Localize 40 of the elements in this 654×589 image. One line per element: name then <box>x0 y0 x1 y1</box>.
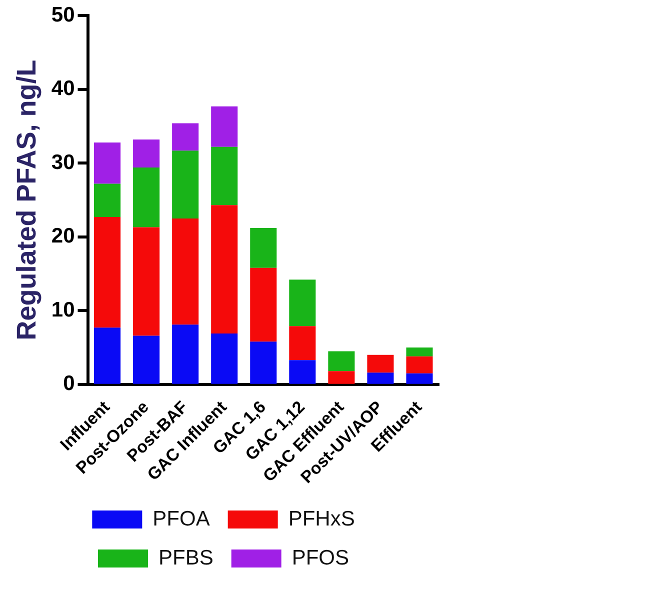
y-tick-label: 50 <box>51 3 75 26</box>
bar <box>250 228 277 268</box>
bar <box>367 354 394 373</box>
bar <box>172 324 199 384</box>
bar <box>133 168 160 228</box>
bar <box>289 326 316 360</box>
bar <box>133 227 160 336</box>
bar <box>94 216 121 328</box>
bar <box>328 351 355 372</box>
legend-label: PFHxS <box>288 507 355 530</box>
bar <box>94 328 121 384</box>
y-axis-title: Regulated PFAS, ng/L <box>12 60 42 340</box>
bar <box>211 334 238 384</box>
bar <box>406 373 433 384</box>
bar <box>133 336 160 384</box>
bar <box>172 123 199 151</box>
y-tick-label: 10 <box>51 298 75 322</box>
bar <box>367 372 394 384</box>
y-tick-label: 30 <box>51 150 75 174</box>
bar <box>172 218 199 325</box>
y-tick-label: 40 <box>51 77 75 100</box>
legend-label: PFBS <box>158 546 214 570</box>
bar <box>133 140 160 168</box>
bar <box>289 280 316 326</box>
y-tick-label: 0 <box>63 372 75 396</box>
bar <box>94 142 121 184</box>
y-tick-label: 20 <box>51 224 75 248</box>
bar <box>172 150 199 218</box>
bar <box>211 106 238 147</box>
bar <box>289 360 316 384</box>
bar <box>94 184 121 217</box>
legend-label: PFOS <box>292 546 350 570</box>
bar <box>328 371 355 384</box>
legend-label: PFOA <box>152 507 210 530</box>
bar <box>250 268 277 342</box>
bar <box>250 342 277 384</box>
bar <box>406 348 433 356</box>
bar <box>406 356 433 374</box>
bar <box>211 146 238 206</box>
bar <box>211 205 238 334</box>
